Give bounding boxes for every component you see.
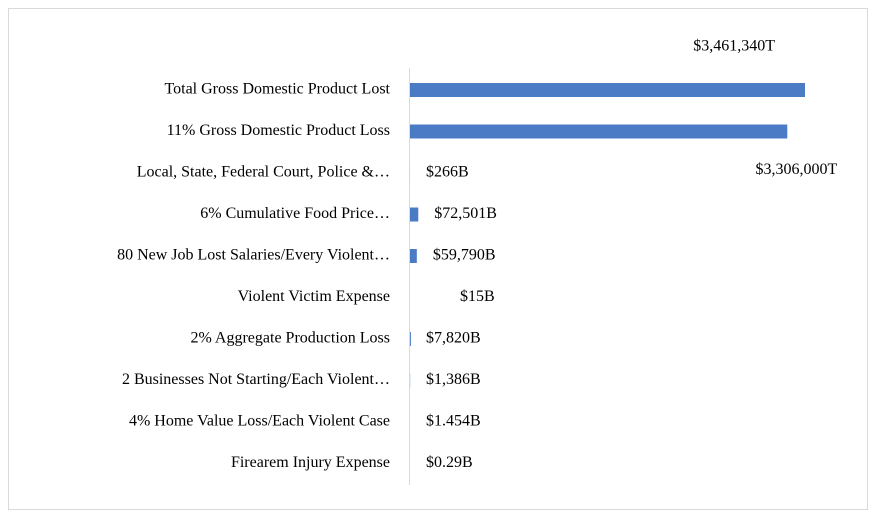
category-label: 11% Gross Domestic Product Loss <box>167 122 390 139</box>
data-label: $3,306,000T <box>755 161 837 178</box>
data-label: $15B <box>460 288 495 305</box>
category-label: Total Gross Domestic Product Lost <box>164 81 390 98</box>
data-label: $59,790B <box>433 247 496 264</box>
category-label: Local, State, Federal Court, Police &… <box>137 164 390 181</box>
category-label: 2 Businesses Not Starting/Each Violent… <box>122 371 390 388</box>
bar <box>410 83 805 97</box>
category-label: Firearem Injury Expense <box>231 454 390 471</box>
bar <box>410 124 788 139</box>
category-label: 4% Home Value Loss/Each Violent Case <box>129 413 390 430</box>
category-label: Violent Victim Expense <box>238 288 390 305</box>
data-label: $0.29B <box>426 454 473 471</box>
category-label: 80 New Job Lost Salaries/Every Violent… <box>117 247 390 264</box>
bar <box>410 332 411 346</box>
bar <box>410 249 417 263</box>
data-label: $266B <box>426 164 469 181</box>
category-label: 6% Cumulative Food Price… <box>200 205 390 222</box>
data-label: $72,501B <box>434 205 497 222</box>
data-label: $1,386B <box>426 371 481 388</box>
data-label: $1.454B <box>426 413 481 430</box>
data-label: $3,461,340T <box>693 38 775 55</box>
data-label: $7,820B <box>426 330 481 347</box>
bar <box>410 207 419 222</box>
category-label: 2% Aggregate Production Loss <box>190 330 390 347</box>
